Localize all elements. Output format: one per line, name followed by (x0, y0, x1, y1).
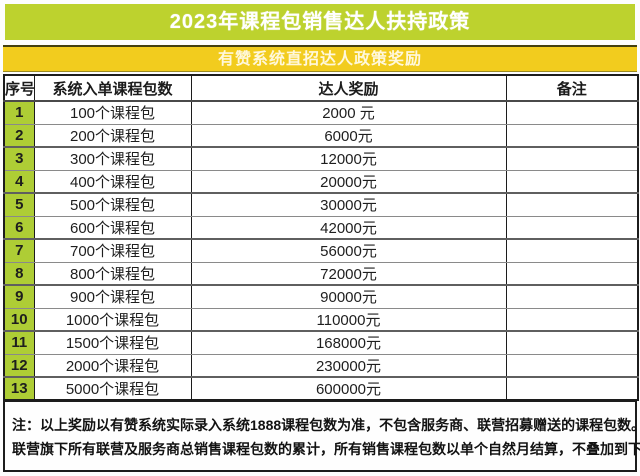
packages-cell: 2000个课程包 (33, 354, 192, 378)
row-index: 1 (3, 101, 35, 125)
header-row: 序号 系统入单课程包数 达人奖励 备注 (3, 75, 639, 102)
remark-cell (505, 170, 639, 194)
header-packages: 系统入单课程包数 (33, 75, 192, 102)
table-header: 序号 系统入单课程包数 达人奖励 备注 (3, 75, 639, 102)
packages-cell: 500个课程包 (33, 193, 192, 217)
reward-cell: 6000元 (190, 124, 507, 148)
remark-cell (505, 239, 639, 263)
table-body: 1 100个课程包 2000 元 2 200个课程包 6000元 3 300个课… (3, 101, 639, 400)
table-row: 2 200个课程包 6000元 (3, 124, 639, 148)
row-index: 5 (3, 193, 35, 217)
reward-cell: 2000 元 (190, 101, 507, 125)
packages-cell: 900个课程包 (33, 285, 192, 309)
policy-table: 序号 系统入单课程包数 达人奖励 备注 1 100个课程包 2000 元 2 2… (3, 74, 639, 401)
reward-cell: 230000元 (190, 354, 507, 378)
remark-cell (505, 308, 639, 332)
packages-cell: 800个课程包 (33, 262, 192, 286)
packages-cell: 400个课程包 (33, 170, 192, 194)
packages-cell: 5000个课程包 (33, 377, 192, 400)
footnote-line: 注：以上奖励以有赞系统实际录入系统1888课程包数为准，不包含服务商、联营招募赠… (12, 417, 640, 433)
row-index: 7 (3, 239, 35, 263)
remark-cell (505, 262, 639, 286)
table-row: 4 400个课程包 20000元 (3, 170, 639, 194)
table-row: 1 100个课程包 2000 元 (3, 101, 639, 125)
packages-cell: 200个课程包 (33, 124, 192, 148)
section-title: 有赞系统直招达人政策奖励 (3, 45, 637, 72)
row-index: 12 (3, 354, 35, 378)
table-row: 12 2000个课程包 230000元 (3, 354, 639, 378)
packages-cell: 100个课程包 (33, 101, 192, 125)
reward-cell: 56000元 (190, 239, 507, 263)
reward-cell: 12000元 (190, 147, 507, 171)
remark-cell (505, 216, 639, 240)
remark-cell (505, 193, 639, 217)
reward-cell: 168000元 (190, 331, 507, 355)
reward-cell: 90000元 (190, 285, 507, 309)
packages-cell: 1000个课程包 (33, 308, 192, 332)
packages-cell: 300个课程包 (33, 147, 192, 171)
packages-cell: 1500个课程包 (33, 331, 192, 355)
table-row: 6 600个课程包 42000元 (3, 216, 639, 240)
row-index: 13 (3, 377, 35, 400)
remark-cell (505, 147, 639, 171)
row-index: 4 (3, 170, 35, 194)
remark-cell (505, 285, 639, 309)
page-title: 2023年课程包销售达人扶持政策 (5, 4, 635, 40)
remark-cell (505, 124, 639, 148)
footnote-line: 联营旗下所有联营及服务商总销售课程包数的累计，所有销售课程包数以单个自然月结算，… (12, 441, 640, 457)
row-index: 3 (3, 147, 35, 171)
row-index: 10 (3, 308, 35, 332)
row-index: 9 (3, 285, 35, 309)
table-row: 9 900个课程包 90000元 (3, 285, 639, 309)
remark-cell (505, 101, 639, 125)
packages-cell: 600个课程包 (33, 216, 192, 240)
row-index: 8 (3, 262, 35, 286)
row-index: 11 (3, 331, 35, 355)
reward-cell: 72000元 (190, 262, 507, 286)
remark-cell (505, 354, 639, 378)
table-row: 13 5000个课程包 600000元 (3, 377, 639, 400)
header-reward: 达人奖励 (190, 75, 507, 102)
reward-cell: 30000元 (190, 193, 507, 217)
remark-cell (505, 377, 639, 400)
header-index: 序号 (3, 75, 35, 102)
table-row: 7 700个课程包 56000元 (3, 239, 639, 263)
packages-cell: 700个课程包 (33, 239, 192, 263)
row-index: 2 (3, 124, 35, 148)
table-row: 10 1000个课程包 110000元 (3, 308, 639, 332)
reward-cell: 20000元 (190, 170, 507, 194)
table-row: 8 800个课程包 72000元 (3, 262, 639, 286)
reward-cell: 110000元 (190, 308, 507, 332)
table-row: 3 300个课程包 12000元 (3, 147, 639, 171)
header-remark: 备注 (505, 75, 639, 102)
reward-cell: 600000元 (190, 377, 507, 400)
row-index: 6 (3, 216, 35, 240)
footnotes: 注：以上奖励以有赞系统实际录入系统1888课程包数为准，不包含服务商、联营招募赠… (3, 400, 640, 472)
remark-cell (505, 331, 639, 355)
reward-cell: 42000元 (190, 216, 507, 240)
table-row: 11 1500个课程包 168000元 (3, 331, 639, 355)
table-row: 5 500个课程包 30000元 (3, 193, 639, 217)
